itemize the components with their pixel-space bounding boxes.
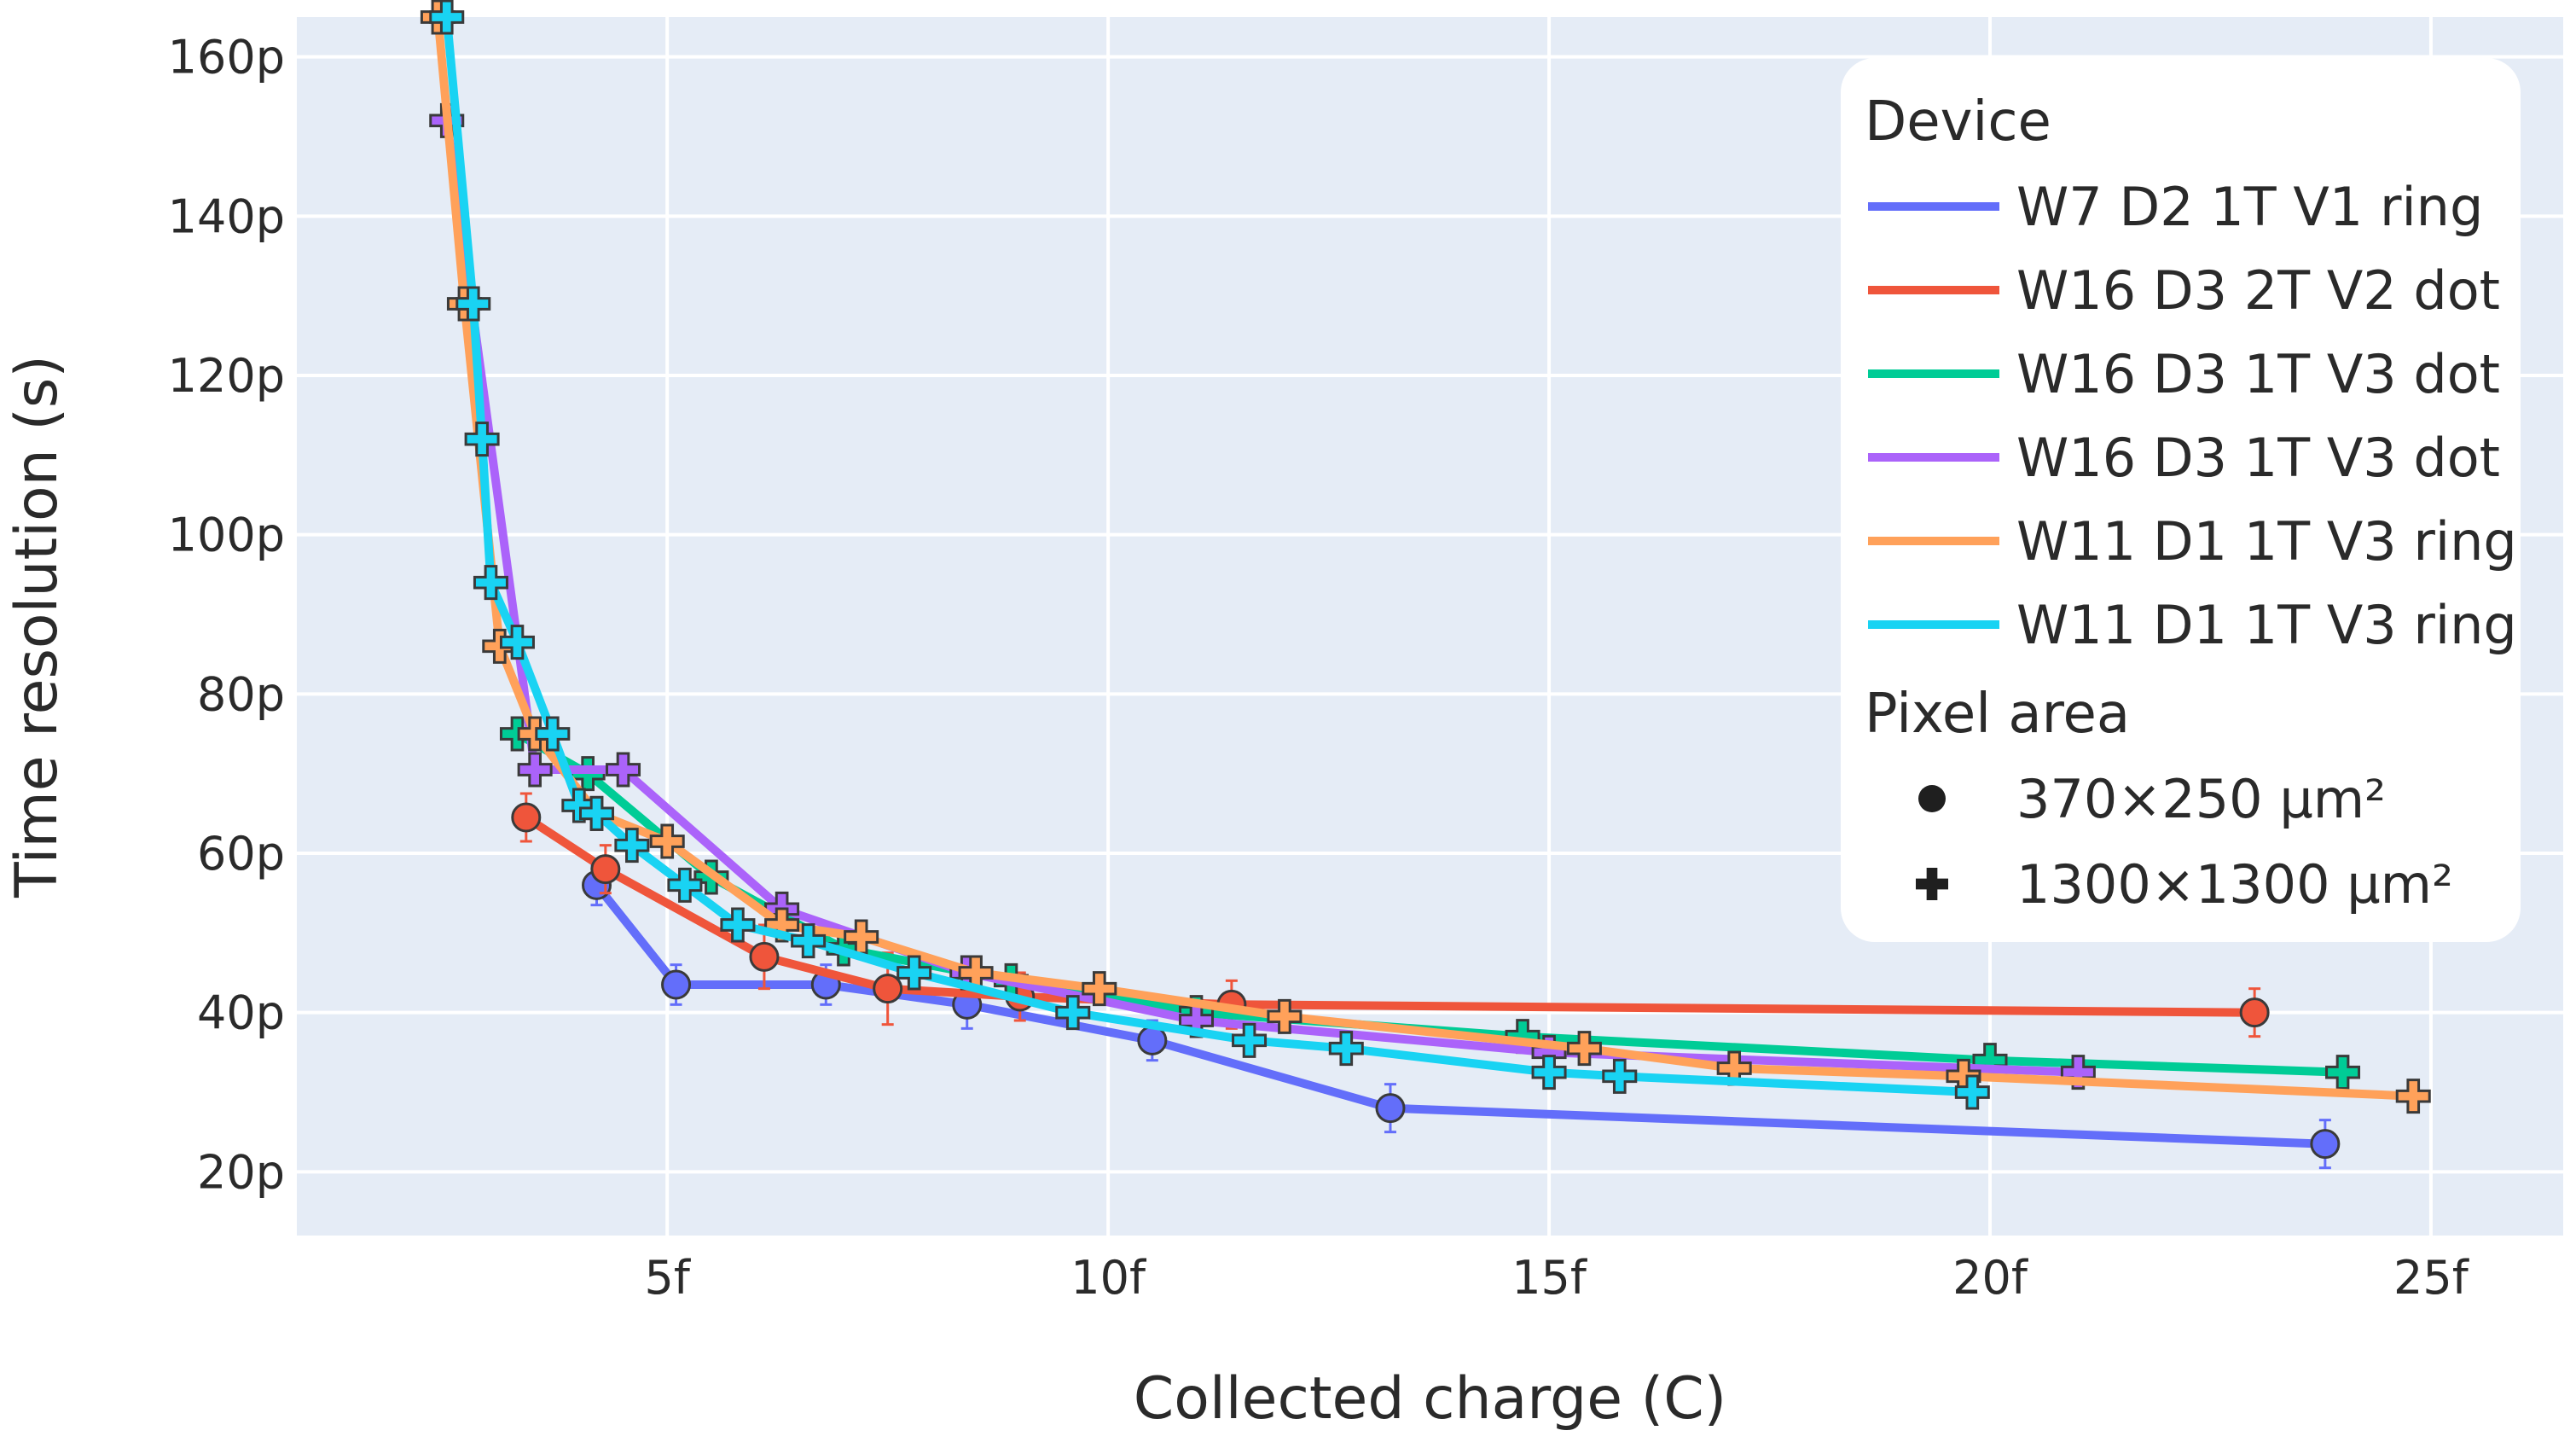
data-point <box>455 286 491 322</box>
y-axis-title: Time resolution (s) <box>3 355 71 898</box>
legend-item: W11 D1 1T V3 ring <box>1868 594 2517 656</box>
data-point <box>464 422 500 457</box>
legend-item: 1300×1300 µm² <box>1916 853 2453 916</box>
legend-label: W16 D3 1T V3 dot <box>2016 427 2500 489</box>
x-axis-title: Collected charge (C) <box>1134 1365 1726 1433</box>
legend-symbol <box>1916 868 1948 900</box>
data-point <box>1055 995 1091 1031</box>
legend-device-items: W7 D2 1T V1 ring W16 D3 2T V2 dot W16 D3 1… <box>1868 176 2517 656</box>
data-point <box>1566 1031 1602 1067</box>
y-tick-label: 160p <box>168 31 285 84</box>
y-tick-label: 20p <box>197 1145 285 1199</box>
data-point <box>2325 1055 2361 1090</box>
data-point <box>2239 997 2270 1028</box>
legend-label: W11 D1 1T V3 ring <box>2016 510 2517 573</box>
legend-label: 1300×1300 µm² <box>2016 853 2453 916</box>
x-tick-label: 20f <box>1952 1251 2029 1305</box>
data-point <box>590 854 621 885</box>
data-point <box>499 625 535 660</box>
data-point <box>873 974 903 1004</box>
legend-label: W16 D3 2T V2 dot <box>2016 259 2500 322</box>
data-point <box>1375 1093 1406 1124</box>
data-point <box>667 867 703 903</box>
legend-area-items: 370×250 µm² 1300×1300 µm² <box>1916 768 2453 916</box>
data-point <box>2310 1129 2341 1160</box>
data-point <box>614 828 650 864</box>
data-point <box>791 923 827 959</box>
x-tick-label: 15f <box>1511 1251 1588 1305</box>
data-point <box>844 919 879 955</box>
data-point <box>1328 1031 1364 1067</box>
data-point <box>429 0 465 35</box>
data-point <box>1531 1055 1567 1090</box>
legend-label: 370×250 µm² <box>2016 768 2386 830</box>
series-6 <box>429 0 1990 1110</box>
series-layer <box>420 0 2431 1170</box>
data-point <box>473 565 508 601</box>
legend-item: W16 D3 1T V3 dot <box>1868 343 2500 405</box>
data-point <box>2395 1079 2431 1114</box>
legend-label: W16 D3 1T V3 dot <box>2016 343 2500 405</box>
legend-title-device: Device <box>1865 90 2051 154</box>
data-point <box>1232 1022 1268 1058</box>
y-tick-label: 60p <box>197 827 285 881</box>
x-tick-label: 5f <box>645 1251 692 1305</box>
data-point <box>2060 1055 2096 1090</box>
axis-ticks: 5f 10f 15f 20f 25f 20p 40p 60p 80p 100p 120p 140p 16… <box>168 31 2470 1305</box>
data-point <box>517 752 553 788</box>
x-tick-label: 10f <box>1070 1251 1147 1305</box>
data-point <box>720 907 756 943</box>
data-point <box>511 802 542 833</box>
data-point <box>1267 998 1303 1034</box>
data-point <box>535 716 571 752</box>
legend-item: 370×250 µm² <box>1918 768 2386 830</box>
y-tick-label: 100p <box>168 509 285 562</box>
y-tick-label: 80p <box>197 667 285 721</box>
legend-box <box>1841 58 2521 942</box>
legend-label: W7 D2 1T V1 ring <box>2016 176 2483 238</box>
legend-title-pixel-area: Pixel area <box>1865 683 2130 746</box>
x-tick-label: 25f <box>2393 1251 2470 1305</box>
data-point <box>1082 971 1117 1007</box>
y-tick-label: 140p <box>168 189 285 243</box>
legend-item: W16 D3 2T V2 dot <box>1868 259 2500 322</box>
legend-symbol <box>1918 785 1946 812</box>
data-point <box>561 788 597 823</box>
legend-item: W11 D1 1T V3 ring <box>1868 510 2517 573</box>
data-point <box>579 795 615 831</box>
y-tick-label: 40p <box>197 986 285 1040</box>
data-point <box>606 752 641 788</box>
data-point <box>661 969 692 1000</box>
legend-item: W16 D3 1T V3 dot <box>1868 427 2500 489</box>
y-tick-label: 120p <box>168 349 285 403</box>
data-point <box>749 941 780 972</box>
data-point <box>1602 1058 1638 1094</box>
data-point <box>649 823 685 859</box>
data-point <box>1954 1074 1990 1110</box>
data-point <box>764 907 800 943</box>
legend-item: W7 D2 1T V1 ring <box>1868 176 2483 238</box>
legend-label: W11 D1 1T V3 ring <box>2016 594 2517 656</box>
data-point <box>896 955 932 991</box>
